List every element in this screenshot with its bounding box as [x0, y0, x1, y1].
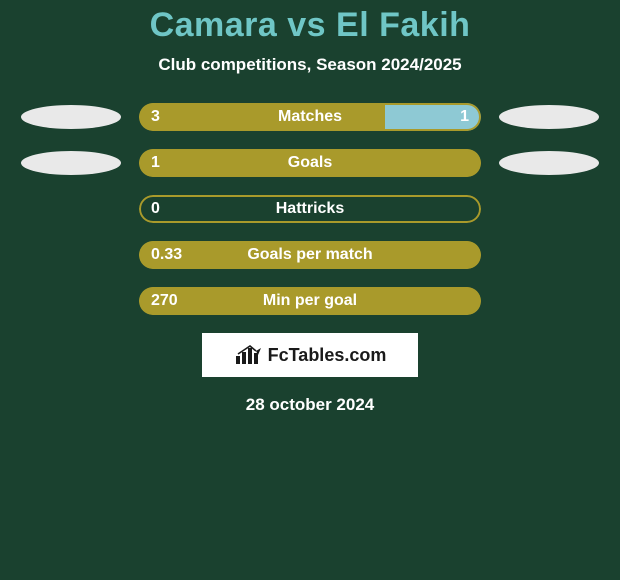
- stat-bar-goals-per-match: 0.33Goals per match: [139, 241, 481, 269]
- stat-row-min-per-goal: 270Min per goal: [0, 287, 620, 315]
- logo-text: FcTables.com: [268, 345, 387, 366]
- stat-row-goals-per-match: 0.33Goals per match: [0, 241, 620, 269]
- page-background: Camara vs El Fakih Club competitions, Se…: [0, 0, 620, 580]
- stat-row-matches: 3Matches1: [0, 103, 620, 131]
- stats-chart: 3Matches11Goals0Hattricks0.33Goals per m…: [0, 103, 620, 315]
- comparison-title: Camara vs El Fakih: [0, 6, 620, 45]
- logo-chart-icon: [234, 344, 264, 366]
- player-a-marker: [21, 105, 121, 129]
- stat-row-goals: 1Goals: [0, 149, 620, 177]
- stat-label: Goals: [139, 149, 481, 177]
- stat-bar-hattricks: 0Hattricks: [139, 195, 481, 223]
- stat-bar-min-per-goal: 270Min per goal: [139, 287, 481, 315]
- stat-label: Matches: [139, 103, 481, 131]
- player-b-marker: [499, 151, 599, 175]
- stat-bar-goals: 1Goals: [139, 149, 481, 177]
- stat-value-right: 1: [460, 103, 469, 131]
- subtitle: Club competitions, Season 2024/2025: [0, 55, 620, 75]
- stat-bar-matches: 3Matches1: [139, 103, 481, 131]
- vs-separator: vs: [287, 6, 326, 44]
- stat-label: Goals per match: [139, 241, 481, 269]
- player-a-name: Camara: [150, 6, 278, 44]
- player-b-name: El Fakih: [336, 6, 470, 44]
- logo: FcTables.com: [234, 344, 387, 366]
- stat-label: Hattricks: [139, 195, 481, 223]
- logo-box: FcTables.com: [202, 333, 418, 377]
- stat-row-hattricks: 0Hattricks: [0, 195, 620, 223]
- player-b-marker: [499, 105, 599, 129]
- player-a-marker: [21, 151, 121, 175]
- date-label: 28 october 2024: [0, 395, 620, 415]
- stat-label: Min per goal: [139, 287, 481, 315]
